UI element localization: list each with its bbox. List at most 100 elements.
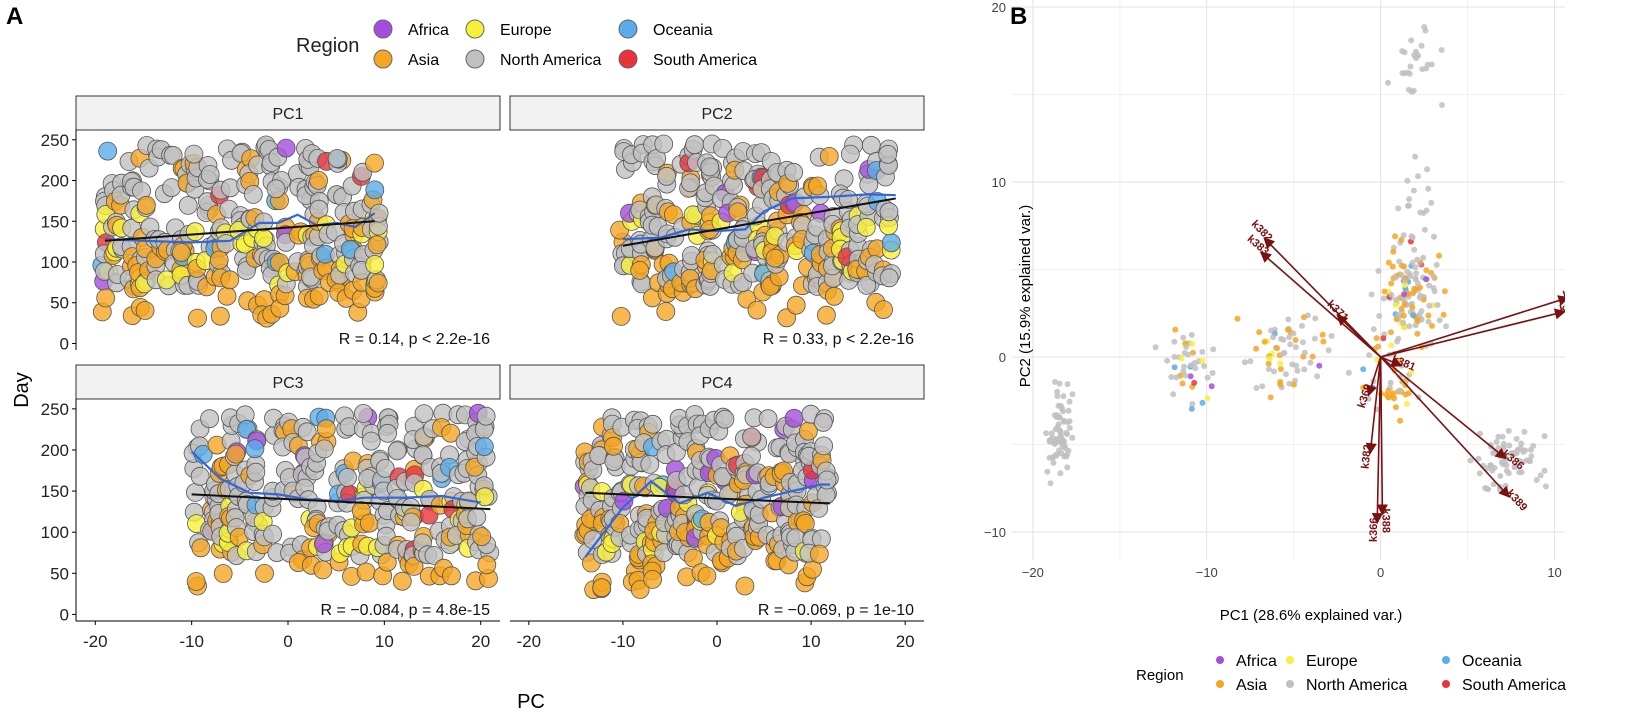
y-tick-label: 150 [41, 212, 69, 231]
data-point [1521, 428, 1528, 435]
y-tick-label: 0 [999, 350, 1006, 365]
data-point [1188, 405, 1195, 412]
data-point [1410, 290, 1416, 297]
data-point [171, 243, 191, 262]
data-point [1416, 311, 1423, 318]
data-point [1164, 357, 1171, 364]
data-point [1063, 429, 1070, 436]
data-point [1152, 344, 1159, 351]
data-point [1183, 344, 1190, 350]
data-point [1408, 369, 1415, 375]
data-point [1057, 433, 1064, 439]
facet-strip [509, 95, 925, 131]
legend-label-north-america: North America [500, 52, 601, 69]
data-point [1431, 288, 1438, 295]
facet-strip-label: PC2 [701, 106, 732, 123]
data-point [1266, 355, 1273, 362]
data-point [1388, 342, 1395, 349]
data-point [1277, 366, 1284, 372]
data-point [1281, 349, 1288, 356]
data-point [96, 288, 116, 308]
data-point [1506, 442, 1513, 449]
data-point [777, 308, 796, 328]
loading-label: k382 [1360, 444, 1375, 470]
data-point [1397, 387, 1403, 394]
loading-arrow [1259, 251, 1382, 358]
loading-arrow [1380, 356, 1507, 460]
data-point [467, 507, 487, 527]
x-tick-label: 0 [1377, 565, 1384, 580]
data-point [1309, 353, 1316, 360]
data-point [1401, 277, 1408, 284]
data-point [1414, 317, 1421, 324]
data-point [178, 195, 198, 215]
data-point [1049, 439, 1056, 446]
data-point [713, 138, 732, 158]
data-point [1290, 330, 1297, 337]
data-point [1388, 291, 1395, 298]
data-point [1434, 302, 1441, 308]
data-point [1414, 330, 1421, 337]
data-point [188, 308, 207, 328]
facet-strip-label: PC1 [272, 106, 303, 123]
data-point [1299, 339, 1306, 346]
data-point [1325, 347, 1332, 354]
data-point [809, 544, 829, 564]
facet-strip [75, 364, 501, 400]
data-point [1268, 327, 1274, 334]
data-point [1475, 455, 1482, 462]
facet-points [92, 135, 389, 328]
y-tick-label: 10 [992, 175, 1006, 190]
data-point [1059, 443, 1066, 450]
data-point [1403, 400, 1410, 407]
data-point [685, 135, 704, 155]
data-point [1180, 334, 1187, 341]
data-point [1052, 378, 1058, 385]
data-point [184, 144, 204, 164]
data-point [784, 162, 804, 182]
data-point [474, 437, 494, 457]
data-point [1058, 402, 1064, 409]
data-point [338, 468, 357, 487]
data-point [814, 436, 833, 456]
data-point [1476, 470, 1483, 477]
data-point [1440, 311, 1447, 318]
data-point [367, 235, 387, 255]
data-point [1286, 380, 1293, 387]
data-point [1204, 395, 1211, 402]
y-tick-label: 200 [41, 172, 69, 191]
data-point [1066, 398, 1073, 405]
legend-b-label-north-america: North America [1306, 677, 1407, 694]
data-point [1503, 467, 1510, 474]
data-point [387, 441, 407, 461]
data-point [1050, 459, 1057, 466]
data-point [1292, 344, 1299, 351]
data-point [1392, 301, 1399, 308]
data-point [226, 444, 246, 464]
data-point [191, 538, 211, 558]
regression-line [191, 493, 491, 511]
data-point [136, 195, 156, 215]
data-point [209, 250, 229, 270]
data-point [643, 570, 662, 589]
legend-swatch-europe [465, 19, 485, 39]
data-point [1497, 473, 1504, 479]
x-tick-label: 20 [896, 632, 915, 651]
data-point [1410, 312, 1417, 319]
y-tick-label: 250 [41, 400, 69, 419]
data-point [1425, 185, 1432, 192]
loading-label: k375 [1558, 298, 1585, 316]
x-tick-label: −10 [1196, 565, 1218, 580]
data-point [1392, 233, 1398, 240]
data-point [1429, 322, 1435, 329]
data-point [857, 275, 877, 295]
data-point [1267, 394, 1274, 401]
data-point [475, 487, 495, 507]
y-tick-label: 100 [41, 523, 69, 542]
data-point [1060, 417, 1067, 424]
y-tick-label: 250 [41, 131, 69, 150]
loading-arrow [1366, 356, 1382, 397]
data-point [1274, 345, 1281, 352]
